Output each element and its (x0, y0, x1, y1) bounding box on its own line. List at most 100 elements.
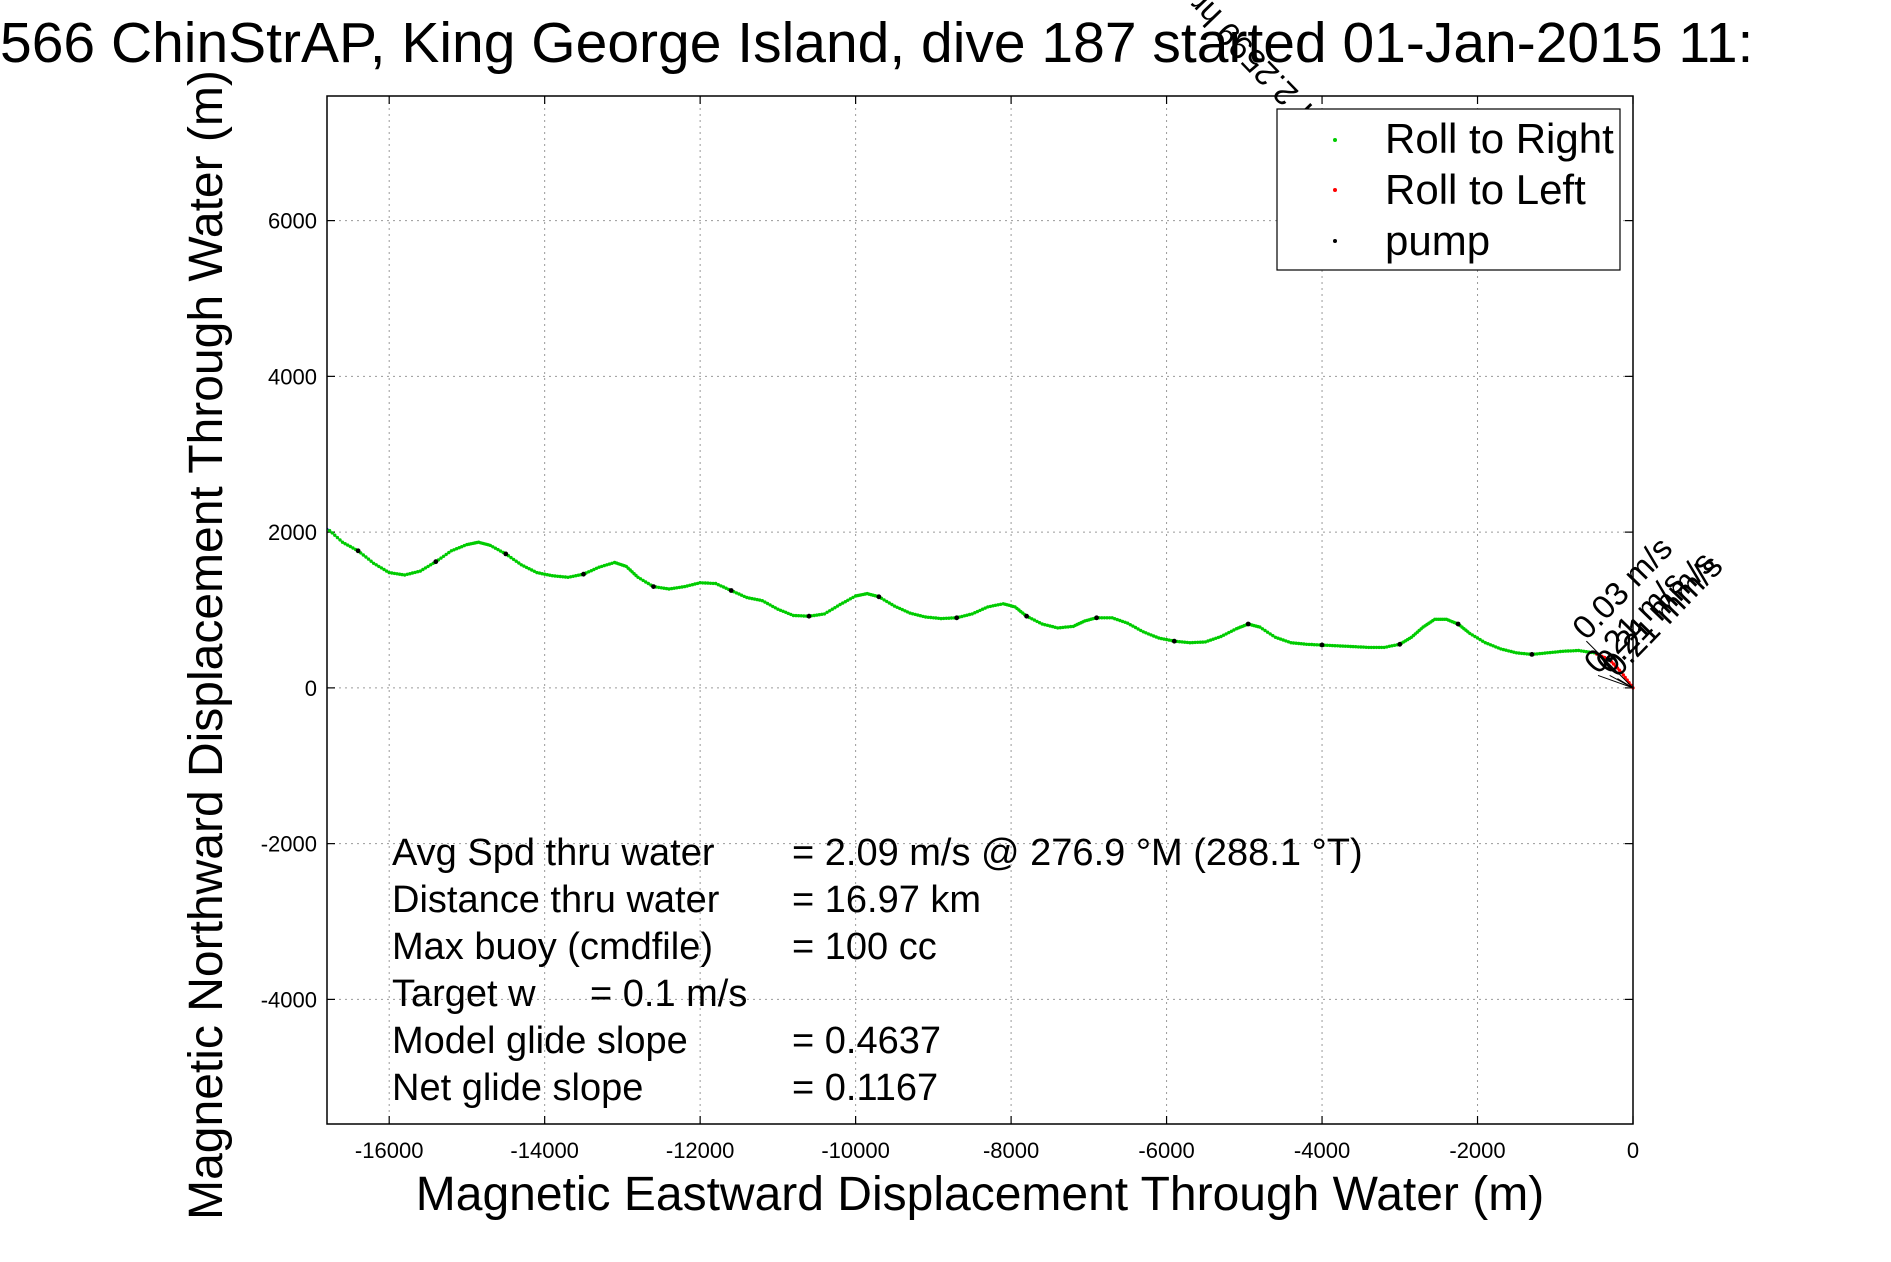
track-marker (449, 549, 454, 553)
track-marker (1208, 638, 1213, 642)
track-marker (592, 567, 596, 572)
track-marker (1211, 637, 1215, 641)
track-marker (1032, 618, 1037, 622)
track-marker (1030, 617, 1034, 621)
track-marker (1351, 644, 1355, 649)
track-marker (1048, 624, 1052, 628)
track-marker (747, 596, 752, 600)
track-marker (1359, 645, 1363, 649)
legend-marker-roll-right (1333, 138, 1337, 142)
track-marker (600, 564, 604, 569)
track-line (326, 527, 1634, 689)
track-marker (737, 592, 741, 596)
track-marker (1346, 644, 1350, 648)
track-marker (1118, 618, 1122, 623)
y-tick-label: 4000 (268, 364, 317, 389)
track-marker (1271, 633, 1275, 638)
track-marker (327, 528, 332, 533)
track-marker (1538, 651, 1542, 656)
x-tick-label: -16000 (355, 1138, 424, 1163)
track-marker (408, 572, 412, 576)
track-marker (1486, 642, 1490, 646)
track-marker (493, 546, 498, 550)
track-marker (1219, 634, 1223, 639)
track-marker (719, 584, 723, 588)
x-axis-label: Magnetic Eastward Displacement Through W… (416, 1168, 1544, 1221)
track-marker (540, 572, 544, 576)
track-marker (1294, 641, 1298, 645)
track-marker (496, 547, 500, 552)
track-marker (812, 613, 816, 618)
track-marker (967, 612, 972, 617)
track-marker (535, 570, 539, 575)
track-marker (1126, 621, 1130, 625)
track-marker (1341, 644, 1345, 648)
track-marker (465, 542, 469, 547)
y-axis-label: Magnetic Northward Displacement Through … (180, 70, 233, 1220)
track-marker (1501, 647, 1506, 652)
track-marker (835, 604, 840, 608)
track-marker (527, 567, 531, 571)
track-marker (335, 535, 340, 540)
pump-marker (876, 594, 882, 600)
track-marker (641, 578, 645, 583)
pump-marker (1607, 657, 1613, 663)
track-marker (996, 603, 1000, 607)
track-marker (382, 567, 386, 572)
track-marker (509, 555, 513, 560)
track-marker (1201, 640, 1205, 644)
track-marker (426, 564, 430, 569)
track-marker (1315, 643, 1319, 647)
track-marker (1470, 633, 1475, 637)
track-marker (413, 570, 417, 575)
pump-marker (355, 548, 361, 554)
track-marker (921, 614, 925, 619)
pump-marker (728, 588, 734, 593)
track-marker (1517, 651, 1521, 655)
track-marker (765, 601, 770, 606)
track-marker (799, 614, 803, 618)
track-marker (1063, 625, 1068, 629)
track-marker (1540, 651, 1545, 656)
track-marker (1216, 635, 1221, 640)
track-marker (1333, 644, 1337, 648)
track-marker (752, 597, 757, 601)
track-marker (701, 581, 705, 585)
track-marker (851, 595, 855, 600)
track-marker (1188, 641, 1192, 645)
x-tick-label: -14000 (510, 1138, 579, 1163)
track-marker (1354, 645, 1358, 649)
track-marker (1164, 637, 1169, 642)
track-marker (817, 613, 821, 617)
track-marker (931, 616, 936, 620)
pump-marker (1171, 638, 1177, 644)
track-marker (571, 574, 575, 578)
track-marker (364, 555, 368, 559)
track-marker (610, 561, 614, 565)
track-marker (371, 561, 376, 565)
track-marker (929, 615, 933, 620)
track-marker (960, 614, 964, 619)
track-marker (947, 616, 951, 620)
track-marker (721, 585, 726, 589)
track-marker (1519, 651, 1524, 656)
track-marker (830, 607, 834, 611)
stat-value: = 0.4637 (792, 1020, 941, 1062)
track-marker (1478, 637, 1482, 642)
stat-label: Distance thru water (392, 879, 720, 921)
track-marker (1146, 632, 1151, 636)
track-marker (454, 547, 459, 551)
x-tick-label: -8000 (983, 1138, 1039, 1163)
track-marker (1494, 645, 1498, 649)
track-marker (742, 594, 746, 599)
track-marker (690, 583, 695, 587)
track-marker (794, 613, 798, 618)
track-marker (1206, 639, 1210, 643)
track-marker (1335, 644, 1340, 648)
pump-marker (1397, 641, 1403, 647)
track-marker (421, 567, 425, 572)
track-marker (962, 614, 967, 618)
track-marker (910, 612, 915, 616)
track-marker (587, 570, 591, 574)
chart-title: 566 ChinStrAP, King George Island, dive … (0, 11, 1753, 75)
